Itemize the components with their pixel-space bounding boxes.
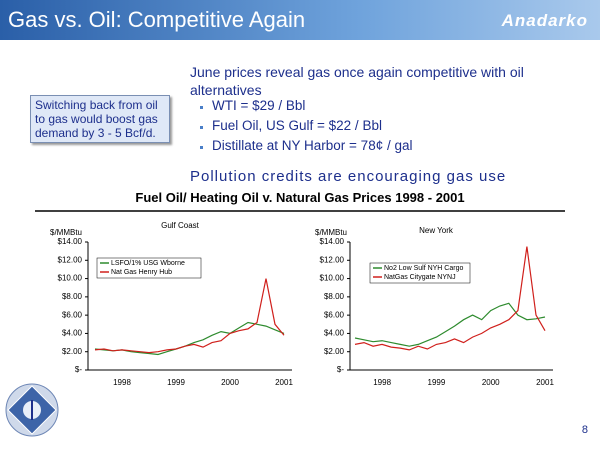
y-tick-label: $12.00 <box>320 255 345 264</box>
y-tick-label: $10.00 <box>58 274 83 283</box>
y-axis-label: $/MMBtu <box>315 228 347 237</box>
bullet: Distillate at NY Harbor = 78¢ / gal <box>212 136 412 156</box>
y-tick-label: $4.00 <box>324 329 345 338</box>
slide-title: Gas vs. Oil: Competitive Again <box>8 7 306 32</box>
legend-label: Nat Gas Henry Hub <box>111 269 172 276</box>
legend-label: No2 Low Sulf NYH Cargo <box>384 265 463 272</box>
x-tick-label: 1998 <box>113 378 131 387</box>
legend <box>369 262 471 284</box>
series-line <box>94 278 285 354</box>
legend <box>96 257 202 279</box>
subheadline: Pollution credits are encouraging gas us… <box>190 168 507 185</box>
x-tick-label: 1999 <box>167 378 185 387</box>
y-tick-label: $14.00 <box>320 237 345 246</box>
header: Gas vs. Oil: Competitive Again Anadarko <box>0 0 600 40</box>
x-tick-label: 2001 <box>536 378 554 387</box>
x-tick-label: 2000 <box>482 378 500 387</box>
headline: June prices reveal gas once again compet… <box>190 64 524 98</box>
y-tick-label: $6.00 <box>324 310 345 319</box>
y-tick-label: $8.00 <box>324 292 345 301</box>
y-tick-label: $2.00 <box>324 347 345 356</box>
bullet: Fuel Oil, US Gulf = $22 / Bbl <box>212 116 412 136</box>
chart-title: New York <box>419 226 454 235</box>
logo: Anadarko <box>501 11 588 30</box>
series-line <box>354 246 546 351</box>
y-axis-label: $/MMBtu <box>50 228 82 237</box>
series-line <box>354 302 546 347</box>
y-tick-label: $- <box>337 365 344 374</box>
y-tick-label: $14.00 <box>58 237 83 246</box>
y-tick-label: $6.00 <box>62 310 83 319</box>
y-tick-label: $- <box>75 365 82 374</box>
x-tick-label: 1998 <box>373 378 391 387</box>
y-tick-label: $8.00 <box>62 292 83 301</box>
x-tick-label: 1999 <box>428 378 446 387</box>
callout: Switching back from oil to gas would boo… <box>30 95 170 143</box>
y-tick-label: $2.00 <box>62 347 83 356</box>
x-tick-label: 2001 <box>275 378 293 387</box>
bullet-list: WTI = $29 / Bbl Fuel Oil, US Gulf = $22 … <box>198 96 412 156</box>
page-number: 8 <box>581 424 588 436</box>
badge <box>5 383 59 437</box>
legend-label: NatGas Citygate NYNJ <box>384 274 456 281</box>
legend-label: LSFO/1% USG Wborne <box>111 260 185 267</box>
y-tick-label: $4.00 <box>62 329 83 338</box>
x-tick-label: 2000 <box>221 378 239 387</box>
section-title: Fuel Oil/ Heating Oil v. Natural Gas Pri… <box>135 190 465 205</box>
y-tick-label: $12.00 <box>58 255 83 264</box>
chart-title: Gulf Coast <box>161 221 200 230</box>
bullet: WTI = $29 / Bbl <box>212 96 412 116</box>
y-tick-label: $10.00 <box>320 274 345 283</box>
